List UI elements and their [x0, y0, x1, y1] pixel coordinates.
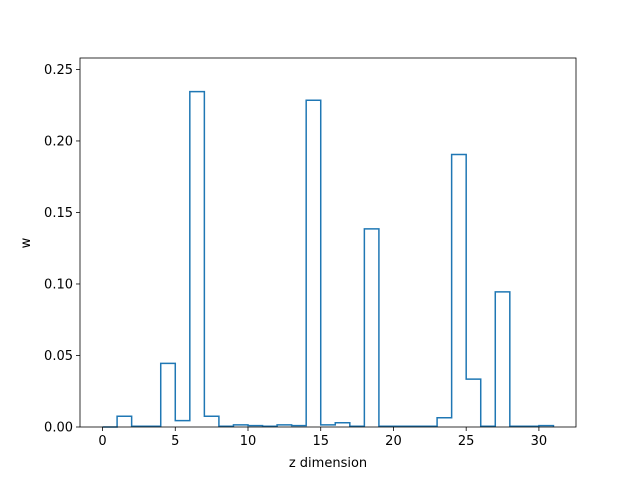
y-tick-label: 0.20	[44, 134, 73, 149]
x-axis-label: z dimension	[289, 456, 367, 471]
axes-frame	[79, 57, 577, 428]
y-tick-label: 0.25	[44, 63, 73, 78]
y-tick-label: 0.15	[44, 206, 73, 221]
y-axis-label: w	[19, 237, 34, 248]
plot-area	[102, 90, 555, 428]
x-tick-label: 30	[531, 434, 548, 449]
x-axis-ticks: 0 5 10 15 20 25 30	[98, 427, 547, 449]
x-tick-label: 20	[385, 434, 402, 449]
y-tick-label: 0.05	[44, 349, 73, 364]
x-tick-label: 0	[98, 434, 106, 449]
histogram-step-line	[102, 90, 555, 428]
x-tick-label: 25	[458, 434, 475, 449]
y-tick-label: 0.00	[44, 421, 73, 436]
x-tick-label: 5	[171, 434, 179, 449]
y-tick-label: 0.10	[44, 277, 73, 292]
x-tick-label: 10	[240, 434, 257, 449]
x-tick-label: 15	[312, 434, 329, 449]
y-axis-ticks: 0.00 0.05 0.10 0.15 0.20 0.25	[44, 63, 80, 436]
